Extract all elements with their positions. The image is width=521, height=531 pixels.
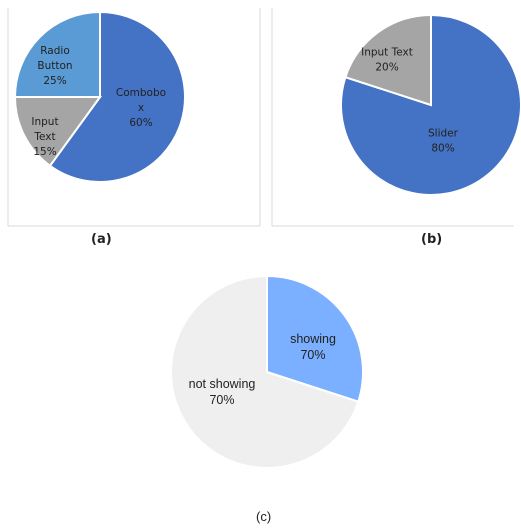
pie-a-slice-0: [48, 10, 186, 183]
pie-c-slice-1: [170, 274, 360, 469]
pie-a-slice-2-label: Radio Button 25%: [37, 45, 72, 87]
caption-a: (a): [91, 232, 112, 247]
pie-b-slice-1-label: Input Text 20%: [361, 47, 413, 74]
pie-c-slice-0-label: showing 70%: [290, 332, 336, 362]
pie-a-slice-1-label: Input Text 15%: [31, 116, 58, 158]
pie-a-slice-0-label: Combobo x 60%: [116, 87, 166, 129]
pie-a-slice-1: [13, 96, 102, 168]
pie-c-slice-0: [266, 274, 364, 403]
pie-c-slice-1-label: not showing 70%: [189, 377, 256, 407]
pie-a-slice-2: [13, 10, 101, 98]
caption-c: (c): [256, 509, 272, 524]
caption-b: (b): [421, 232, 443, 247]
pie-b-slice-0-label: Slider 80%: [428, 128, 459, 155]
pie-b-slice-1: [344, 13, 432, 107]
